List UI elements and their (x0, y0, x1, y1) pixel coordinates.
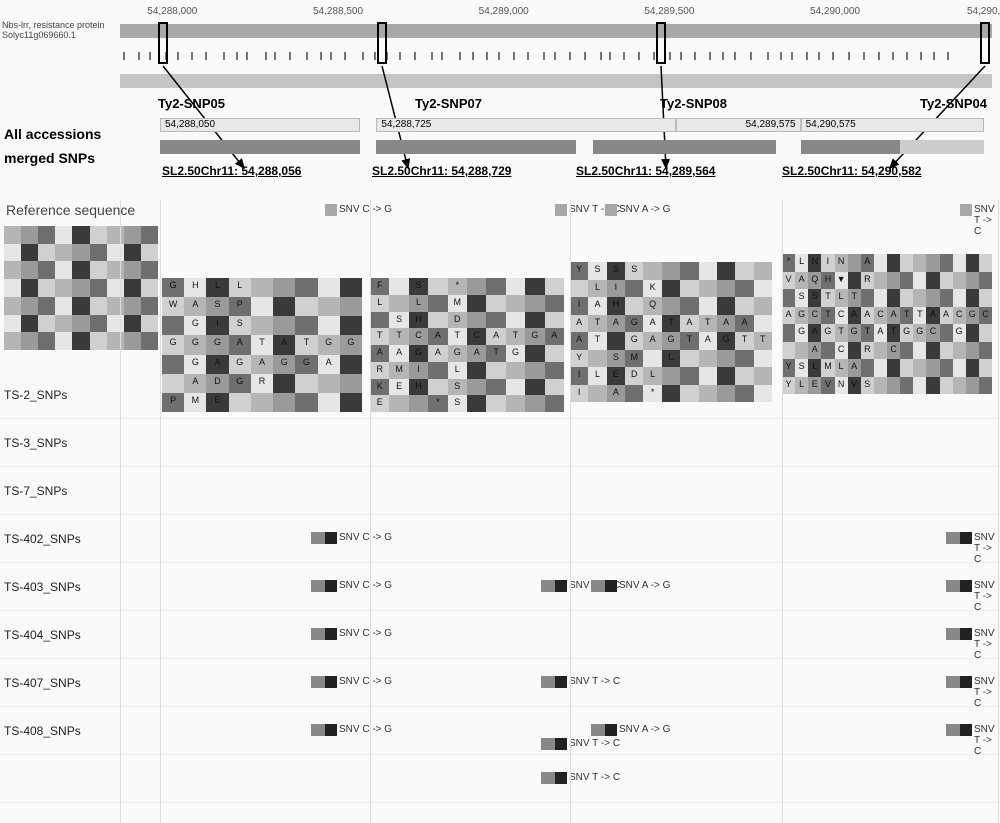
snp-label: Ty2-SNP08 (660, 96, 727, 111)
sequence-thumbnail: YSSSLIKIAHQATAGATATAAATGAGTAGTTYSMLILEDL… (570, 262, 772, 402)
snv-text: SNV A -> G (619, 204, 670, 215)
ruler-label: 54,289,500 (644, 6, 694, 17)
track-label: TS-408_SNPs (4, 724, 81, 738)
snv-marker (605, 204, 617, 216)
snp-label: Ty2-SNP04 (920, 96, 987, 111)
track-label: TS-403_SNPs (4, 580, 81, 594)
ruler-label: 54,289,000 (479, 6, 529, 17)
position-bar: 54,289,575 (676, 118, 801, 132)
top-snv-row: SNV C -> GSNV T -> CSNV A -> GSNV T -> C (0, 204, 1000, 220)
accessions-label-2: merged SNPs (4, 150, 154, 166)
position-bars: 54,288,050 54,288,72554,289,57554,290,575 (160, 118, 992, 136)
gene-bar (120, 24, 992, 38)
track-label: TS-3_SNPs (4, 436, 67, 450)
snv-text: SNV C -> G (339, 676, 392, 687)
feature-dashes (120, 50, 992, 62)
snv-marker (555, 676, 567, 688)
snv-text: SNV C -> G (339, 628, 392, 639)
snv-text: SNV T -> C (974, 724, 1000, 757)
snp-label: Ty2-SNP07 (415, 96, 482, 111)
snv-marker (960, 676, 972, 688)
snv-marker (960, 204, 972, 216)
snv-marker (325, 532, 337, 544)
snv-text: SNV T -> C (974, 532, 1000, 565)
snv-text: SNV C -> G (339, 580, 392, 591)
snv-marker (325, 676, 337, 688)
position-bar: 54,288,050 (160, 118, 360, 132)
snv-marker (605, 580, 617, 592)
snv-text: SNV T -> C (974, 204, 1000, 237)
snv-text: SNV C -> G (339, 724, 392, 735)
snv-marker (960, 532, 972, 544)
snv-marker (325, 724, 337, 736)
snv-text: SNV T -> C (974, 628, 1000, 661)
column-bar (160, 140, 360, 154)
snv-marker (325, 580, 337, 592)
snp-marker-box (980, 22, 990, 64)
sequence-thumbnail (4, 226, 158, 350)
snv-text: SNV T -> C (569, 738, 620, 749)
position-text: SL2.50Chr11: 54,289,564 (576, 164, 715, 178)
snp-label: Ty2-SNP05 (158, 96, 225, 111)
snv-text: SNV T -> C (569, 676, 620, 687)
column-bars (160, 140, 992, 156)
snp-marker-box (377, 22, 387, 64)
snv-marker (325, 204, 337, 216)
position-bar: 54,288,725 (376, 118, 676, 132)
track-label: TS-407_SNPs (4, 676, 81, 690)
snv-text: SNV T -> C (974, 580, 1000, 613)
second-track-bar (120, 74, 992, 88)
sequence-thumbnail: GHLLWASPGISGGGATATGGGAGAGGAADGRPME (162, 278, 362, 412)
snv-text: SNV T -> C (569, 772, 620, 783)
ruler-label: 54,288,000 (147, 6, 197, 17)
snv-text: SNV A -> G (619, 580, 670, 591)
column-bar (801, 140, 901, 154)
track-label: TS-404_SNPs (4, 628, 81, 642)
gene-top-label: Nbs-lrr, resistance protein (2, 20, 105, 30)
snv-marker (325, 628, 337, 640)
snv-text: SNV A -> G (619, 724, 670, 735)
snv-marker (605, 724, 617, 736)
snv-marker (960, 580, 972, 592)
ruler-label: 54,288,500 (313, 6, 363, 17)
ruler-label: 54,290,000 (810, 6, 860, 17)
snp-marker-box (158, 22, 168, 64)
accessions-label-1: All accessions (4, 126, 154, 142)
snv-marker (555, 204, 567, 216)
snv-text: SNV T -> C (974, 676, 1000, 709)
snp-marker-box (656, 22, 666, 64)
column-bar (900, 140, 983, 154)
track-label: TS-2_SNPs (4, 388, 67, 402)
ruler-label: 54,290,500 (967, 6, 1000, 17)
sequence-thumbnail: *LNINAVAQH▼RSSTLTAGCTCAACATTAACGCGAGTGTA… (782, 254, 992, 394)
position-text: SL2.50Chr11: 54,288,729 (372, 164, 511, 178)
snv-marker (555, 772, 567, 784)
snv-text: SNV C -> G (339, 532, 392, 543)
sequence-thumbnail: FS*LLMSHDTTCATCATGAAAGAGATGRMILKEHSE*S (370, 278, 564, 412)
snv-text: SNV C -> G (339, 204, 392, 215)
position-text: SL2.50Chr11: 54,290,582 (782, 164, 921, 178)
gene-id-label: Solyc11g069660.1 (2, 30, 105, 40)
column-bar (593, 140, 776, 154)
snv-marker (555, 580, 567, 592)
track-label: TS-7_SNPs (4, 484, 67, 498)
snv-marker (960, 628, 972, 640)
position-text: SL2.50Chr11: 54,288,056 (162, 164, 301, 178)
column-bar (376, 140, 576, 154)
position-bar: 54,290,575 (801, 118, 984, 132)
snv-marker (555, 738, 567, 750)
track-label: TS-402_SNPs (4, 532, 81, 546)
gene-label: Nbs-lrr, resistance protein Solyc11g0696… (2, 20, 105, 40)
snv-marker (960, 724, 972, 736)
